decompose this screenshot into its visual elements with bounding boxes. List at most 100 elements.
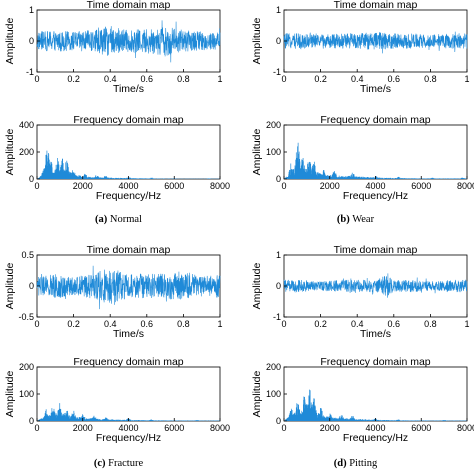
x-tick-label: 4000	[365, 423, 385, 433]
x-tick-label: 8000	[210, 423, 230, 433]
caption-d-letter: (d)	[333, 458, 347, 469]
chart-title: Frequency domain map	[73, 114, 183, 126]
series-line	[283, 389, 468, 421]
x-tick-label: 8000	[457, 181, 474, 191]
x-tick-label: 0.4	[104, 319, 117, 329]
x-axis-label: Frequency/Hz	[96, 432, 161, 444]
y-axis-label: Amplitude	[251, 371, 263, 418]
x-tick-label: 6000	[164, 181, 184, 191]
x-axis-label: Frequency/Hz	[343, 432, 408, 444]
y-tick-label: 200	[19, 362, 34, 372]
series-line	[36, 150, 221, 179]
x-tick-label: 0	[281, 319, 286, 329]
y-axis-label: Amplitude	[251, 263, 263, 310]
x-tick-label: 0.2	[314, 74, 327, 84]
y-tick-label: 0.5	[21, 250, 34, 260]
y-axis-label: Amplitude	[251, 129, 263, 176]
series-line	[283, 273, 468, 298]
x-tick-label: 0.8	[424, 74, 437, 84]
chart-title: Time domain map	[334, 0, 418, 11]
x-tick-label: 0.8	[177, 74, 190, 84]
x-tick-label: 0	[281, 74, 286, 84]
x-tick-label: 1	[464, 74, 469, 84]
x-tick-label: 0.2	[314, 319, 327, 329]
series-line	[36, 20, 221, 63]
caption-b-letter: (b)	[336, 214, 350, 225]
x-axis-label: Time/s	[360, 328, 391, 340]
x-tick-label: 2000	[320, 423, 340, 433]
chart-title: Time domain map	[87, 0, 171, 11]
caption-c-letter: (c)	[93, 458, 106, 469]
x-tick-label: 0.6	[141, 319, 154, 329]
x-tick-label: 4000	[118, 181, 138, 191]
y-tick-label: 0	[276, 174, 281, 184]
x-axis-label: Time/s	[113, 328, 144, 340]
y-tick-label: 400	[19, 120, 34, 130]
caption-d: (d) Pitting	[237, 458, 474, 469]
chart-d-freq: 0 2000 4000 6000 8000 200 100 0 Frequency domain…	[251, 356, 474, 444]
x-axis-label: Frequency/Hz	[343, 190, 408, 202]
x-tick-label: 8000	[457, 423, 474, 433]
caption-b-name: Wear	[352, 214, 375, 225]
x-tick-label: 0.2	[67, 319, 80, 329]
series-line	[36, 403, 221, 421]
x-tick-label: 8000	[210, 181, 230, 191]
caption-c-name: Fracture	[108, 458, 144, 469]
chart-title: Frequency domain map	[320, 114, 430, 126]
y-axis-label: Amplitude	[251, 18, 263, 65]
x-axis-label: Frequency/Hz	[96, 190, 161, 202]
plot-frame	[36, 366, 221, 422]
y-tick-label: -1	[273, 67, 281, 77]
x-tick-label: 0.4	[351, 74, 364, 84]
y-tick-label: 0	[29, 281, 34, 291]
x-tick-label: 0.8	[424, 319, 437, 329]
x-tick-label: 0.6	[141, 74, 154, 84]
y-axis-label: Amplitude	[4, 129, 16, 176]
x-tick-label: 6000	[411, 423, 431, 433]
x-tick-label: 0	[34, 181, 39, 191]
x-tick-label: 0	[34, 319, 39, 329]
x-tick-label: 0.4	[351, 319, 364, 329]
y-tick-label: 0	[276, 281, 281, 291]
x-tick-label: 1	[217, 319, 222, 329]
x-tick-label: 4000	[118, 423, 138, 433]
chart-c-freq: 0 2000 4000 6000 8000 200 100 0 Frequency domain…	[4, 356, 230, 444]
series-line	[283, 142, 468, 179]
x-tick-label: 1	[464, 319, 469, 329]
y-tick-label: 0	[276, 36, 281, 46]
y-tick-label: 1	[276, 250, 281, 260]
y-tick-label: 200	[266, 362, 281, 372]
series-line	[283, 31, 468, 54]
y-tick-label: -1	[273, 312, 281, 322]
y-tick-label: 0	[29, 416, 34, 426]
y-axis-label: Amplitude	[4, 263, 16, 310]
caption-a-letter: (a)	[95, 214, 108, 225]
chart-title: Time domain map	[87, 244, 171, 256]
x-tick-label: 0	[34, 423, 39, 433]
caption-a: (a) Normal	[0, 214, 237, 225]
y-tick-label: 1	[29, 5, 34, 15]
y-tick-label: 100	[19, 389, 34, 399]
y-tick-label: 0	[29, 36, 34, 46]
x-tick-label: 2000	[73, 423, 93, 433]
x-tick-label: 0.8	[177, 319, 190, 329]
x-tick-label: 0	[281, 181, 286, 191]
y-tick-label: 0	[276, 416, 281, 426]
caption-d-name: Pitting	[349, 458, 378, 469]
y-axis-label: Amplitude	[4, 371, 16, 418]
x-tick-label: 1	[217, 74, 222, 84]
x-tick-label: 0	[34, 74, 39, 84]
y-tick-label: 100	[266, 389, 281, 399]
y-tick-label: 1	[276, 5, 281, 15]
x-tick-label: 2000	[73, 181, 93, 191]
x-tick-label: 6000	[411, 181, 431, 191]
y-tick-label: -1	[26, 67, 34, 77]
caption-b: (b) Wear	[237, 214, 474, 225]
y-axis-label: Amplitude	[4, 18, 16, 65]
caption-a-name: Normal	[109, 214, 142, 225]
x-axis-label: Time/s	[360, 83, 391, 95]
y-tick-label: 0	[29, 174, 34, 184]
